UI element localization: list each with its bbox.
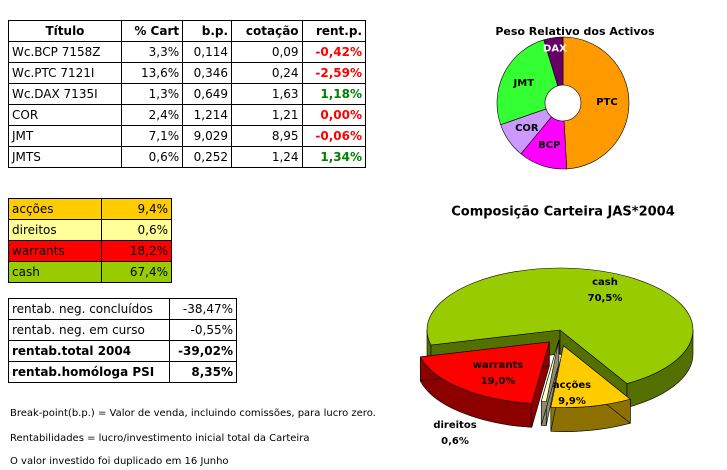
note: Break-point(b.p.) = Valor de venda, incl… xyxy=(10,408,376,419)
row: Wc.DAX 7135I 1,3% 0,649 1,63 1,18% xyxy=(8,83,367,105)
cell: 1,214 xyxy=(182,104,233,126)
cell: 67,4% xyxy=(100,261,173,283)
slice-label: COR xyxy=(515,123,539,134)
row: acções 9,4% xyxy=(8,198,173,220)
cell: 0,6% xyxy=(100,219,173,241)
slice-label: JMT xyxy=(513,78,535,89)
header-cell: rent.p. xyxy=(301,20,367,42)
assets-table: Título% Cart b.p. cotação rent.p. Wc.BCP 715… xyxy=(8,20,367,168)
row: cash 67,4% xyxy=(8,261,173,283)
slice-label: warrants xyxy=(473,360,523,371)
slice-label: BCP xyxy=(538,140,560,151)
row: warrants 18,2% xyxy=(8,240,173,262)
slice-label: acções xyxy=(553,380,591,391)
slice xyxy=(426,267,694,384)
cell: -2,59% xyxy=(301,62,367,84)
cell: JMTS xyxy=(8,146,122,168)
classes-table: acções 9,4% direitos 0,6% warrants 18,2% cash 6… xyxy=(8,198,173,283)
cell: -0,06% xyxy=(301,125,367,147)
cell: 2,4% xyxy=(120,104,184,126)
cell: -0,42% xyxy=(301,41,367,63)
cell: 0,00% xyxy=(301,104,367,126)
cell: 1,34% xyxy=(301,146,367,168)
slice xyxy=(562,36,630,170)
slice-label: PTC xyxy=(596,97,618,108)
cell: Wc.BCP 7158Z xyxy=(8,41,122,63)
row: Título% Cart b.p. cotação rent.p. xyxy=(8,20,367,42)
row: rentab. neg. concluídos -38,47% xyxy=(7,298,237,320)
cell: acções xyxy=(8,198,102,220)
slice xyxy=(496,39,559,126)
cell: 0,649 xyxy=(182,83,233,105)
slice-value: 0,6% xyxy=(441,436,469,447)
cell: -38,47% xyxy=(169,298,237,320)
cell: direitos xyxy=(8,219,102,241)
cell: 0,6% xyxy=(120,146,184,168)
chart-title: Peso Relativo dos Activos xyxy=(495,25,655,38)
cell: 7,1% xyxy=(120,125,184,147)
cell: rentab. neg. em curso xyxy=(7,319,171,341)
cell: cash xyxy=(8,261,102,283)
slice-value: 9,9% xyxy=(558,396,586,407)
cell: -39,02% xyxy=(169,340,237,362)
row: Wc.PTC 7121I 13,6% 0,346 0,24 -2,59% xyxy=(8,62,367,84)
cell: 8,35% xyxy=(169,361,237,383)
row: JMTS 0,6% 0,252 1,24 1,34% xyxy=(8,146,367,168)
slice xyxy=(550,345,631,408)
note: O valor investido foi duplicado em 16 Ju… xyxy=(10,456,229,467)
slice-value: 19,0% xyxy=(481,376,516,387)
slice xyxy=(419,341,550,404)
cell: 0,252 xyxy=(182,146,233,168)
cell: rentab.total 2004 xyxy=(7,340,171,362)
row: rentab. neg. em curso -0,55% xyxy=(7,319,237,341)
cell: rentab.homóloga PSI xyxy=(7,361,171,383)
returns-table: rentab. neg. concluídos -38,47% rentab. ne… xyxy=(7,298,237,383)
cell: 1,18% xyxy=(301,83,367,105)
chart-title: Composição Carteira JAS*2004 xyxy=(451,205,675,220)
slice-label: direitos xyxy=(433,420,476,431)
cell: Wc.DAX 7135I xyxy=(8,83,122,105)
slice xyxy=(540,339,560,402)
slice-value: 70,5% xyxy=(588,293,623,304)
row: rentab.total 2004 -39,02% xyxy=(7,340,237,362)
cell: 1,3% xyxy=(120,83,184,105)
row: direitos 0,6% xyxy=(8,219,173,241)
slice-label: cash xyxy=(592,277,618,288)
slice-label: DAX xyxy=(543,44,567,55)
cell: 0,346 xyxy=(182,62,233,84)
slice xyxy=(543,36,564,87)
note: Rentabilidades = lucro/investimento inic… xyxy=(10,433,310,444)
row: rentab.homóloga PSI 8,35% xyxy=(7,361,237,383)
row: COR 2,4% 1,214 1,21 0,00% xyxy=(8,104,367,126)
cell: COR xyxy=(8,104,122,126)
